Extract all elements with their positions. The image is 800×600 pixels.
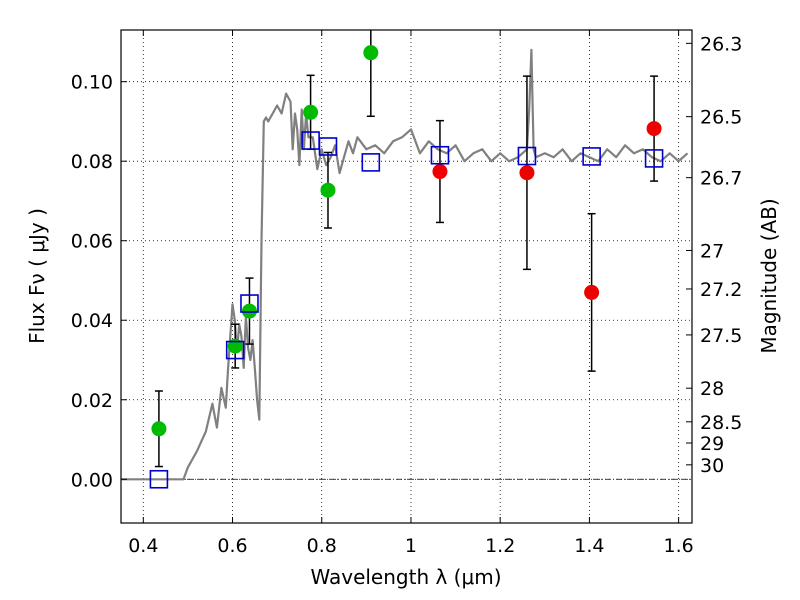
x-axis-label: Wavelength λ (μm) [310, 565, 501, 589]
data-point [584, 284, 600, 300]
model-point [582, 147, 601, 166]
x-tick-label: 1.6 [664, 535, 694, 557]
model-point [318, 137, 338, 156]
model-point [240, 294, 259, 313]
mag-tick-label: 27.5 [700, 325, 742, 347]
data-point [432, 164, 448, 180]
x-tick-label: 0.4 [128, 535, 158, 557]
model-point [517, 146, 537, 166]
x-tick-label: 1 [405, 535, 417, 557]
model-point [430, 145, 450, 165]
data-point [646, 121, 662, 137]
data-point [241, 303, 257, 319]
model-point [149, 469, 169, 489]
data-point [519, 165, 535, 181]
data-point [303, 104, 319, 120]
data-point [320, 182, 336, 198]
mag-tick-label: 27 [700, 240, 724, 262]
model-point [644, 149, 664, 168]
mag-tick-label: 29 [700, 433, 724, 455]
grid [121, 30, 692, 523]
x-tick-label: 1.4 [574, 535, 604, 557]
mag-tick-label: 28.5 [700, 412, 742, 434]
data-point [363, 45, 379, 61]
y-tick-label: 0.10 [71, 72, 113, 94]
y-axis-label: Flux Fν ( μJy ) [25, 208, 49, 344]
right-axis-label: Magnitude (AB) [757, 198, 781, 353]
y-tick-label: 0.08 [71, 151, 113, 173]
model-point [361, 153, 381, 172]
data-markers [149, 45, 664, 489]
mag-tick-label: 28 [700, 378, 724, 400]
mag-tick-label: 26.7 [700, 168, 742, 190]
y-tick-label: 0.04 [71, 310, 113, 332]
mag-tick-label: 26.5 [700, 107, 742, 129]
x-tick-label: 1.2 [485, 535, 515, 557]
y-tick-label: 0.06 [71, 231, 113, 253]
error-bars [154, 30, 659, 468]
spectrum-series [121, 48, 689, 481]
mag-tick-label: 26.3 [700, 33, 742, 55]
plot-frame [120, 29, 693, 524]
y-tick-label: 0.02 [71, 390, 113, 412]
x-tick-label: 0.8 [307, 535, 337, 557]
model-point [225, 340, 245, 360]
mag-tick-label: 27.2 [700, 279, 742, 301]
axis-ticks: 0.4 0.6 0.8 1 1.2 1.4 1.6 0.00 0.02 0.04 0.06 0.08 0… [71, 30, 742, 557]
data-point [151, 421, 167, 437]
spectrum-line [121, 48, 689, 481]
mag-tick-label: 30 [700, 455, 724, 477]
x-tick-label: 0.6 [217, 535, 247, 557]
y-tick-label: 0.00 [71, 469, 113, 491]
